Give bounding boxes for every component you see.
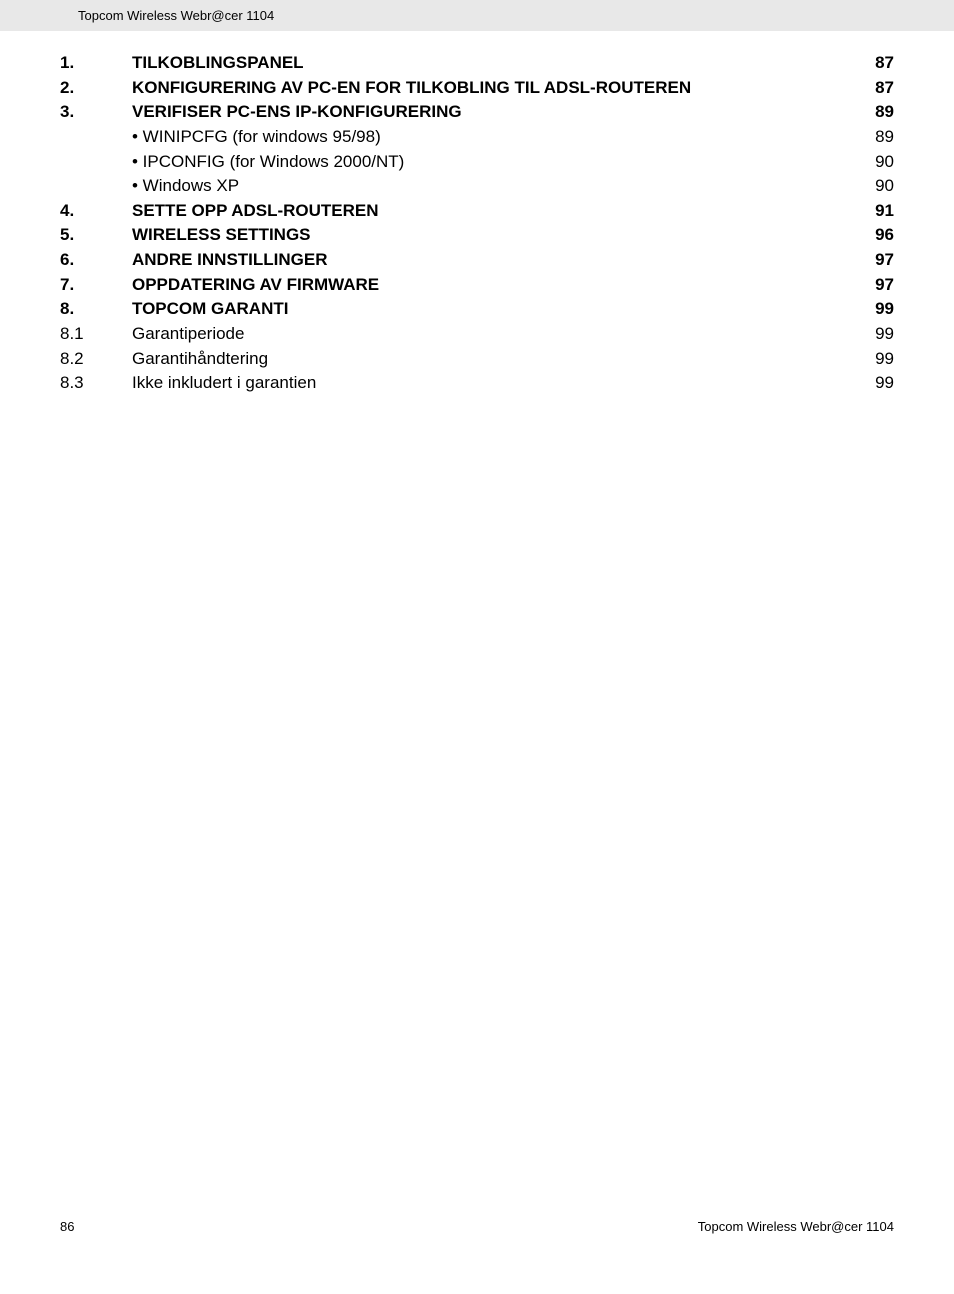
header-title: Topcom Wireless Webr@cer 1104 [78, 8, 274, 23]
toc-page: 96 [854, 223, 894, 248]
toc-number: 7. [60, 273, 132, 298]
toc-title: TOPCOM GARANTI [132, 297, 854, 322]
toc-number: 8.2 [60, 347, 132, 372]
toc-row: 4. SETTE OPP ADSL-ROUTEREN 91 [60, 199, 894, 224]
toc-page: 91 [854, 199, 894, 224]
toc-number: 3. [60, 100, 132, 125]
toc-title: TILKOBLINGSPANEL [132, 51, 854, 76]
toc-title: • Windows XP [132, 174, 854, 199]
toc-number: 8. [60, 297, 132, 322]
toc-page: 89 [854, 100, 894, 125]
toc-title: WIRELESS SETTINGS [132, 223, 854, 248]
toc-title: • WINIPCFG (for windows 95/98) [132, 125, 854, 150]
toc-title: VERIFISER PC-ENS IP-KONFIGURERING [132, 100, 854, 125]
toc-row: • IPCONFIG (for Windows 2000/NT) 90 [60, 150, 894, 175]
table-of-contents: 1. TILKOBLINGSPANEL 87 2. KONFIGURERING … [0, 31, 954, 396]
document-footer: 86 Topcom Wireless Webr@cer 1104 [60, 1219, 894, 1234]
toc-page: 87 [854, 76, 894, 101]
toc-row: 1. TILKOBLINGSPANEL 87 [60, 51, 894, 76]
toc-number: 1. [60, 51, 132, 76]
toc-title: OPPDATERING AV FIRMWARE [132, 273, 854, 298]
toc-page: 90 [854, 174, 894, 199]
toc-title: Ikke inkludert i garantien [132, 371, 854, 396]
toc-page: 99 [854, 322, 894, 347]
footer-product: Topcom Wireless Webr@cer 1104 [698, 1219, 894, 1234]
toc-number: 6. [60, 248, 132, 273]
toc-title: • IPCONFIG (for Windows 2000/NT) [132, 150, 854, 175]
toc-page: 89 [854, 125, 894, 150]
toc-number: 2. [60, 76, 132, 101]
toc-row: 8.3 Ikke inkludert i garantien 99 [60, 371, 894, 396]
toc-title: ANDRE INNSTILLINGER [132, 248, 854, 273]
toc-title: Garantiperiode [132, 322, 854, 347]
document-header: Topcom Wireless Webr@cer 1104 [0, 0, 954, 31]
toc-row: 2. KONFIGURERING AV PC-EN FOR TILKOBLING… [60, 76, 894, 101]
toc-number: 5. [60, 223, 132, 248]
toc-row: • Windows XP 90 [60, 174, 894, 199]
toc-row: 6. ANDRE INNSTILLINGER 97 [60, 248, 894, 273]
toc-row: 8.2 Garantihåndtering 99 [60, 347, 894, 372]
toc-title: SETTE OPP ADSL-ROUTEREN [132, 199, 854, 224]
toc-row: 8.1 Garantiperiode 99 [60, 322, 894, 347]
toc-page: 99 [854, 297, 894, 322]
toc-page: 97 [854, 273, 894, 298]
page-number: 86 [60, 1219, 74, 1234]
toc-page: 90 [854, 150, 894, 175]
toc-title: KONFIGURERING AV PC-EN FOR TILKOBLING TI… [132, 76, 854, 101]
toc-row: 3. VERIFISER PC-ENS IP-KONFIGURERING 89 [60, 100, 894, 125]
toc-title: Garantihåndtering [132, 347, 854, 372]
toc-row: 5. WIRELESS SETTINGS 96 [60, 223, 894, 248]
toc-row: 7. OPPDATERING AV FIRMWARE 97 [60, 273, 894, 298]
toc-page: 97 [854, 248, 894, 273]
toc-row: • WINIPCFG (for windows 95/98) 89 [60, 125, 894, 150]
toc-row: 8. TOPCOM GARANTI 99 [60, 297, 894, 322]
toc-page: 87 [854, 51, 894, 76]
toc-number: 4. [60, 199, 132, 224]
toc-page: 99 [854, 347, 894, 372]
toc-page: 99 [854, 371, 894, 396]
toc-number: 8.1 [60, 322, 132, 347]
toc-number: 8.3 [60, 371, 132, 396]
